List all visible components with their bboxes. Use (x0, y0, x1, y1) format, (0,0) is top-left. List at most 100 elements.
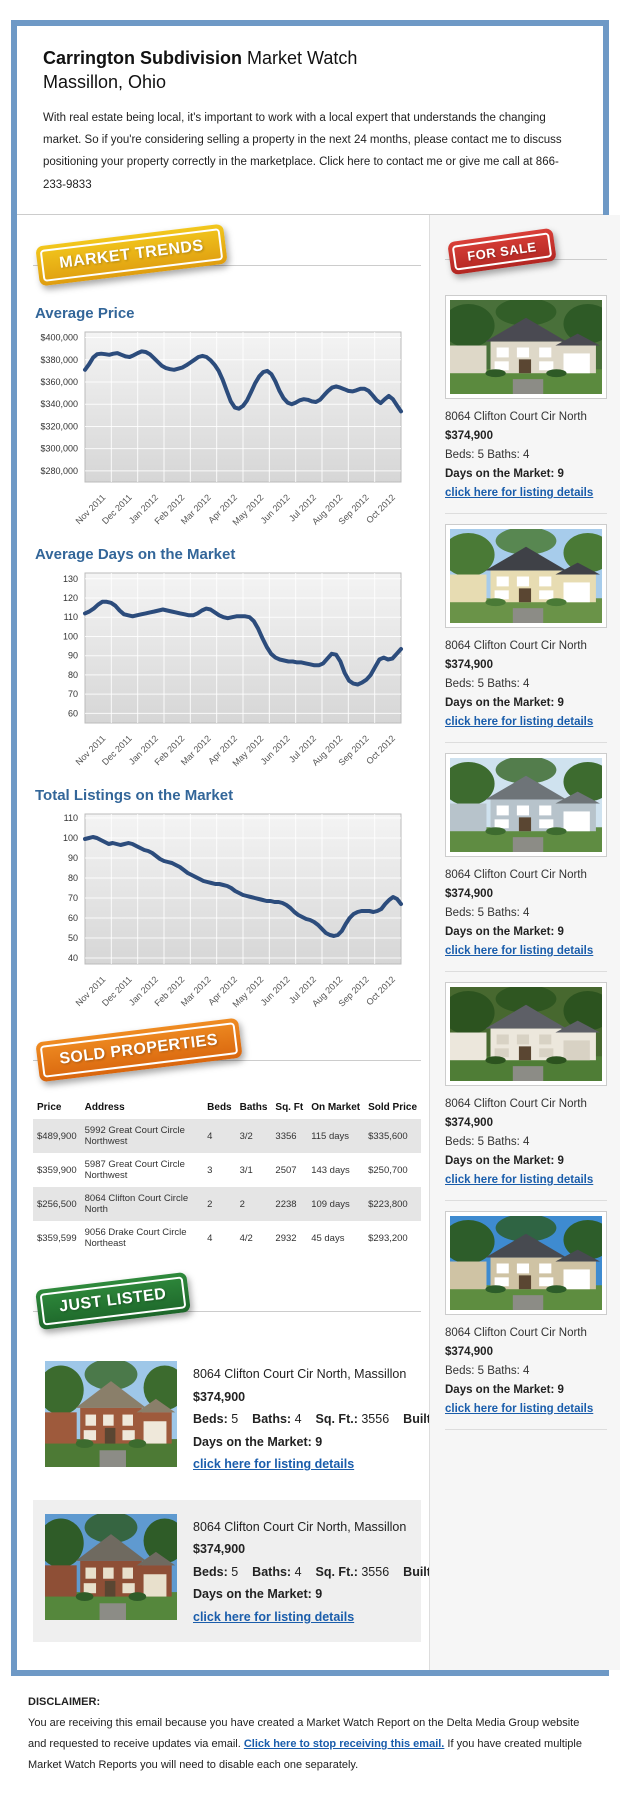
listing-details-link[interactable]: click here for listing details (445, 944, 594, 957)
for-sale-sidebar: FOR SALE 8064 Clifton Court Cir North $3… (429, 215, 620, 1671)
header: Carrington Subdivision Market Watch Mass… (17, 26, 603, 216)
listing-beds-baths: Beds: 5 Baths: 4 (445, 906, 530, 919)
listing-photo (445, 981, 607, 1086)
table-cell: 2507 (275, 1164, 297, 1176)
listing-details-link[interactable]: click here for listing details (445, 487, 594, 500)
listing-address: 8064 Clifton Court Cir North (445, 1097, 587, 1110)
svg-text:90: 90 (68, 651, 78, 661)
for-sale-card: 8064 Clifton Court Cir North $374,900 Be… (445, 295, 607, 515)
table-cell: 5987 Great Court Circle Northwest (84, 1159, 185, 1182)
listing-days-on-market: Days on the Market: 9 (445, 468, 564, 481)
listing-address: 8064 Clifton Court Cir North (445, 868, 587, 881)
svg-text:120: 120 (63, 593, 78, 603)
listing-photo (445, 1210, 607, 1315)
market-trends-badge: MARKET TRENDS (35, 223, 228, 287)
page-title-suffix: Market Watch (242, 48, 358, 68)
table-cell: 2 (207, 1198, 213, 1210)
disclaimer: DISCLAIMER: You are receiving this email… (0, 1676, 620, 1794)
listing-address: 8064 Clifton Court Cir North (445, 1326, 587, 1339)
listing-address: 8064 Clifton Court Cir North, Massillon (193, 1367, 407, 1382)
svg-text:$380,000: $380,000 (40, 355, 78, 365)
table-cell: 3/1 (239, 1164, 253, 1176)
sold-table-column-header: Beds (207, 1102, 232, 1114)
divider (33, 1311, 421, 1313)
listing-photo (445, 524, 607, 629)
svg-text:90: 90 (68, 853, 78, 863)
listing-details-link[interactable]: click here for listing details (445, 716, 594, 728)
average-price-heading: Average Price (35, 305, 135, 323)
svg-text:$280,000: $280,000 (40, 466, 78, 476)
listing-address: 8064 Clifton Court Cir North (445, 411, 587, 424)
svg-text:70: 70 (68, 689, 78, 699)
table-cell: 5992 Great Court Circle Northwest (84, 1125, 185, 1148)
table-cell: $359,599 (37, 1232, 77, 1244)
divider (33, 1060, 421, 1062)
intro-paragraph: With real estate being local, it's impor… (43, 111, 562, 191)
disclaimer-heading: DISCLAIMER: (28, 1696, 101, 1709)
svg-text:100: 100 (63, 833, 78, 843)
sold-properties-table: Price Address Beds Baths Sq. Ft On Market Sold… (33, 1096, 421, 1255)
sold-properties-badge: SOLD PROPERTIES (35, 1018, 243, 1083)
svg-text:$360,000: $360,000 (40, 377, 78, 387)
svg-text:50: 50 (68, 933, 78, 943)
table-row: $489,900 5992 Great Court Circle Northwes… (33, 1119, 421, 1154)
table-cell: 3356 (275, 1130, 297, 1142)
listing-details-link[interactable]: click here for listing details (445, 1402, 594, 1415)
main-column: MARKET TRENDS Average Price $400,000 $380… (17, 215, 466, 1671)
table-cell: 8064 Clifton Court Circle North (84, 1193, 189, 1216)
table-cell: 2932 (275, 1232, 297, 1244)
svg-text:60: 60 (68, 913, 78, 923)
listing-details-link[interactable]: click here for listing details (445, 1173, 594, 1186)
sold-properties-section-header: SOLD PROPERTIES (33, 1018, 421, 1086)
table-row: $359,599 9056 Drake Court Circle Northeas… (33, 1221, 421, 1255)
listing-price: $374,900 (445, 659, 493, 672)
listing-price: $374,900 (193, 1542, 246, 1557)
page-title: Carrington Subdivision Market Watch Mass… (43, 46, 577, 95)
sold-table-column-header: Baths (239, 1102, 268, 1114)
listing-beds-baths: Beds: 5 Baths: 4 (445, 678, 530, 691)
table-cell: $489,900 (37, 1130, 77, 1142)
svg-text:Jun 2012: Jun 2012 (259, 975, 292, 1008)
listing-address: 8064 Clifton Court Cir North (445, 640, 587, 653)
unsubscribe-link[interactable]: Click here to stop receiving this email. (243, 1738, 445, 1751)
table-cell: 143 days (311, 1164, 350, 1176)
svg-text:Oct 2012: Oct 2012 (364, 493, 397, 526)
svg-text:$400,000: $400,000 (40, 333, 78, 343)
content: MARKET TRENDS Average Price $400,000 $380… (17, 215, 620, 1671)
svg-text:110: 110 (64, 813, 78, 823)
total-listings-chart: 110 100 90 80 70 60 50 40 Nov 2011 Dec 2011 Jan 20… (33, 810, 421, 1014)
table-cell: 2238 (275, 1198, 297, 1210)
svg-text:$300,000: $300,000 (40, 444, 78, 454)
table-cell: $335,600 (368, 1130, 408, 1142)
listing-beds-baths: Beds: 5 Baths: 4 (445, 449, 530, 462)
listing-details-link[interactable]: click here for listing details (193, 1457, 355, 1472)
svg-text:$340,000: $340,000 (40, 400, 78, 410)
listing-price: $374,900 (445, 887, 493, 900)
table-cell: $359,900 (37, 1164, 77, 1176)
listing-photo (45, 1513, 177, 1620)
svg-text:60: 60 (68, 709, 78, 719)
for-sale-card: 8064 Clifton Court Cir North $374,900 Be… (445, 752, 607, 972)
market-trends-section-header: MARKET TRENDS (33, 223, 421, 291)
page-subtitle: Massillon, Ohio (43, 72, 167, 93)
listing-price: $374,900 (445, 430, 493, 443)
table-cell: $256,500 (37, 1198, 77, 1210)
divider (33, 265, 421, 267)
just-listed-list: 8064 Clifton Court Cir North, Massillon … (33, 1347, 466, 1643)
table-cell: 3/2 (239, 1130, 253, 1142)
listing-details-link[interactable]: click here for listing details (193, 1609, 355, 1624)
for-sale-card: 8064 Clifton Court Cir North $374,900 Be… (445, 524, 607, 743)
table-cell: 9056 Drake Court Circle Northeast (84, 1227, 187, 1250)
table-cell: 115 days (311, 1130, 350, 1142)
table-cell: $250,700 (368, 1164, 408, 1176)
listing-photo (45, 1361, 177, 1468)
for-sale-badge: FOR SALE (447, 228, 557, 276)
page-title-subdivision: Carrington Subdivision (43, 48, 243, 68)
svg-text:$320,000: $320,000 (40, 422, 78, 432)
just-listed-section-header: JUST LISTED (33, 1272, 421, 1337)
just-listed-badge: JUST LISTED (35, 1272, 191, 1331)
for-sale-card: 8064 Clifton Court Cir North $374,900 Be… (445, 981, 607, 1201)
listing-days-on-market: Days on the Market: 9 (193, 1434, 323, 1449)
sold-table-column-header: Address (84, 1102, 125, 1114)
